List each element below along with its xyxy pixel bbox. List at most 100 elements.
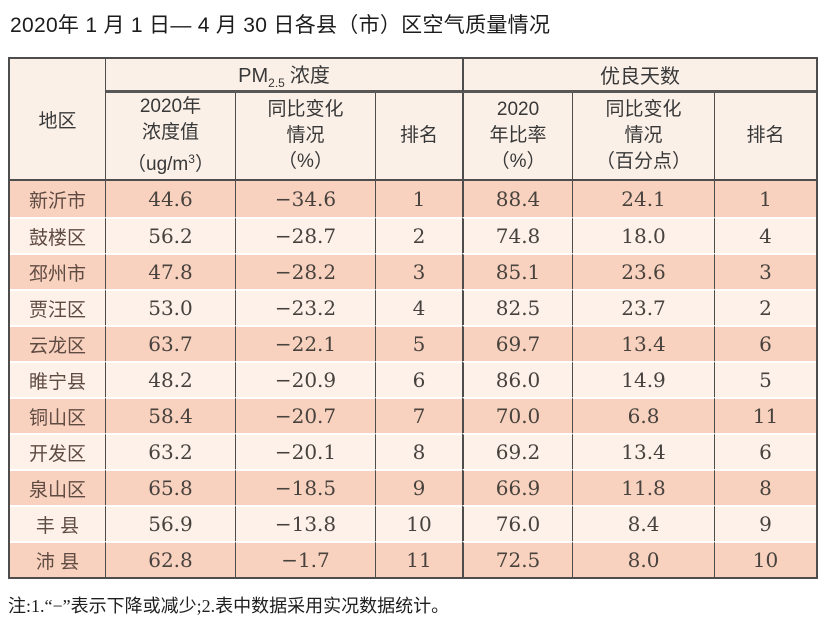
pm-value-cell: 56.9 (105, 505, 235, 541)
region-cell: 睢宁县 (10, 361, 105, 397)
region-cell: 铜山区 (10, 397, 105, 433)
good-rank-cell: 5 (714, 361, 817, 397)
table-row: 睢宁县 48.2 −20.9 6 86.0 14.9 5 (10, 361, 817, 397)
pm-change-line2: 情况 (286, 125, 325, 146)
good-rate-line1: 2020 (496, 99, 540, 120)
good-rank-cell: 3 (714, 253, 817, 289)
table-header: 地区 PM2.5 浓度 优良天数 2020年 浓度值 （ug/m3） 同比变化 情… (10, 59, 817, 181)
good-days-label: 优良天数 (600, 66, 681, 88)
pm-rank-cell: 6 (375, 361, 463, 397)
header-good-change: 同比变化 情况 （百分点） (572, 93, 715, 181)
pm-value-cell: 63.7 (105, 325, 235, 361)
table-row: 沛 县 62.8 −1.7 11 72.5 8.0 10 (10, 541, 817, 577)
table-row: 铜山区 58.4 −20.7 7 70.0 6.8 11 (10, 397, 817, 433)
pm-rank-cell: 4 (375, 289, 463, 325)
header-region: 地区 (10, 59, 105, 181)
table-row: 邳州市 47.8 −28.2 3 85.1 23.6 3 (10, 253, 817, 289)
header-pm-value: 2020年 浓度值 （ug/m3） (105, 93, 235, 181)
header-region-label: 地区 (38, 110, 77, 132)
header-sub-row: 2020年 浓度值 （ug/m3） 同比变化 情况 （%） 排名 2020 年比… (10, 93, 817, 181)
pm-rank-cell: 10 (375, 505, 463, 541)
good-rank-cell: 10 (714, 541, 817, 577)
good-change-cell: 8.4 (572, 505, 715, 541)
pm-change-cell: −28.2 (235, 253, 375, 289)
region-cell: 新沂市 (10, 181, 105, 217)
pm-value-unit: （ug/m3） (127, 152, 214, 175)
pm-rank-cell: 2 (375, 217, 463, 253)
table-body: 新沂市 44.6 −34.6 1 88.4 24.1 1 鼓楼区 56.2 −2… (10, 181, 817, 577)
good-rate-cell: 72.5 (462, 541, 573, 577)
good-change-cell: 23.6 (572, 253, 715, 289)
header-group-row: 地区 PM2.5 浓度 优良天数 (10, 59, 817, 181)
pm-change-cell: −22.1 (235, 325, 375, 361)
good-change-cell: 13.4 (572, 325, 715, 361)
good-rate-cell: 86.0 (462, 361, 573, 397)
pm-value-cell: 63.2 (105, 433, 235, 469)
header-pm25-group: PM2.5 浓度 (105, 59, 463, 93)
pm-change-cell: −23.2 (235, 289, 375, 325)
pm-rank-cell: 9 (375, 469, 463, 505)
table-row: 鼓楼区 56.2 −28.7 2 74.8 18.0 4 (10, 217, 817, 253)
pm-change-cell: −20.7 (235, 397, 375, 433)
region-cell: 开发区 (10, 433, 105, 469)
pm-change-cell: −28.7 (235, 217, 375, 253)
header-pm-change: 同比变化 情况 （%） (235, 93, 375, 181)
pm-label: PM (238, 65, 269, 87)
good-change-cell: 24.1 (572, 181, 715, 217)
good-rate-cell: 66.9 (462, 469, 573, 505)
good-change-line2: 情况 (624, 125, 663, 146)
pm-rank-cell: 8 (375, 433, 463, 469)
good-rate-cell: 74.8 (462, 217, 573, 253)
good-rank-cell: 6 (714, 433, 817, 469)
pm-value-cell: 62.8 (105, 541, 235, 577)
good-change-line1: 同比变化 (605, 99, 682, 120)
good-rate-cell: 85.1 (462, 253, 573, 289)
good-change-line3: （百分点） (596, 151, 692, 172)
page-title: 2020年 1 月 1 日— 4 月 30 日各县（市）区空气质量情况 (10, 14, 551, 37)
pm-change-line3: （%） (278, 151, 333, 172)
pm-rank-cell: 1 (375, 181, 463, 217)
table-row: 开发区 63.2 −20.1 8 69.2 13.4 6 (10, 433, 817, 469)
region-cell: 鼓楼区 (10, 217, 105, 253)
good-change-cell: 23.7 (572, 289, 715, 325)
pm-change-cell: −20.9 (235, 361, 375, 397)
air-quality-table: 地区 PM2.5 浓度 优良天数 2020年 浓度值 （ug/m3） 同比变化 情… (8, 57, 819, 579)
good-change-cell: 13.4 (572, 433, 715, 469)
pm-value-cell: 47.8 (105, 253, 235, 289)
good-rank-cell: 8 (714, 469, 817, 505)
region-cell: 丰 县 (10, 505, 105, 541)
region-cell: 云龙区 (10, 325, 105, 361)
pm-value-cell: 44.6 (105, 181, 235, 217)
table-row: 贾汪区 53.0 −23.2 4 82.5 23.7 2 (10, 289, 817, 325)
pm-change-cell: −1.7 (235, 541, 375, 577)
good-rank-cell: 6 (714, 325, 817, 361)
pm-value-cell: 58.4 (105, 397, 235, 433)
region-cell: 泉山区 (10, 469, 105, 505)
header-good-rate: 2020 年比率 （%） (462, 93, 573, 181)
footnote: 注:1.“−”表示下降或减少;2.表中数据采用实况数据统计。 (8, 596, 450, 616)
good-rank-cell: 4 (714, 217, 817, 253)
header-pm-rank: 排名 (375, 93, 463, 181)
pm-rank-cell: 3 (375, 253, 463, 289)
pm-value-line2: 浓度值 (141, 122, 199, 143)
pm-change-line1: 同比变化 (267, 99, 344, 120)
pm-value-cell: 56.2 (105, 217, 235, 253)
good-rate-cell: 76.0 (462, 505, 573, 541)
good-change-cell: 6.8 (572, 397, 715, 433)
good-change-cell: 8.0 (572, 541, 715, 577)
pm-change-cell: −20.1 (235, 433, 375, 469)
table-row: 云龙区 63.7 −22.1 5 69.7 13.4 6 (10, 325, 817, 361)
pm-change-cell: −13.8 (235, 505, 375, 541)
pm-rank-cell: 7 (375, 397, 463, 433)
table-row: 丰 县 56.9 −13.8 10 76.0 8.4 9 (10, 505, 817, 541)
table-row: 泉山区 65.8 −18.5 9 66.9 11.8 8 (10, 469, 817, 505)
pm-value-cell: 53.0 (105, 289, 235, 325)
pm-rank-cell: 11 (375, 541, 463, 577)
good-rate-line3: （%） (490, 151, 546, 172)
pm-change-cell: −18.5 (235, 469, 375, 505)
pm-value-line1: 2020年 (139, 96, 202, 117)
good-change-cell: 18.0 (572, 217, 715, 253)
good-rank-cell: 2 (714, 289, 817, 325)
good-change-cell: 14.9 (572, 361, 715, 397)
header-good-days-group: 优良天数 (462, 59, 817, 93)
